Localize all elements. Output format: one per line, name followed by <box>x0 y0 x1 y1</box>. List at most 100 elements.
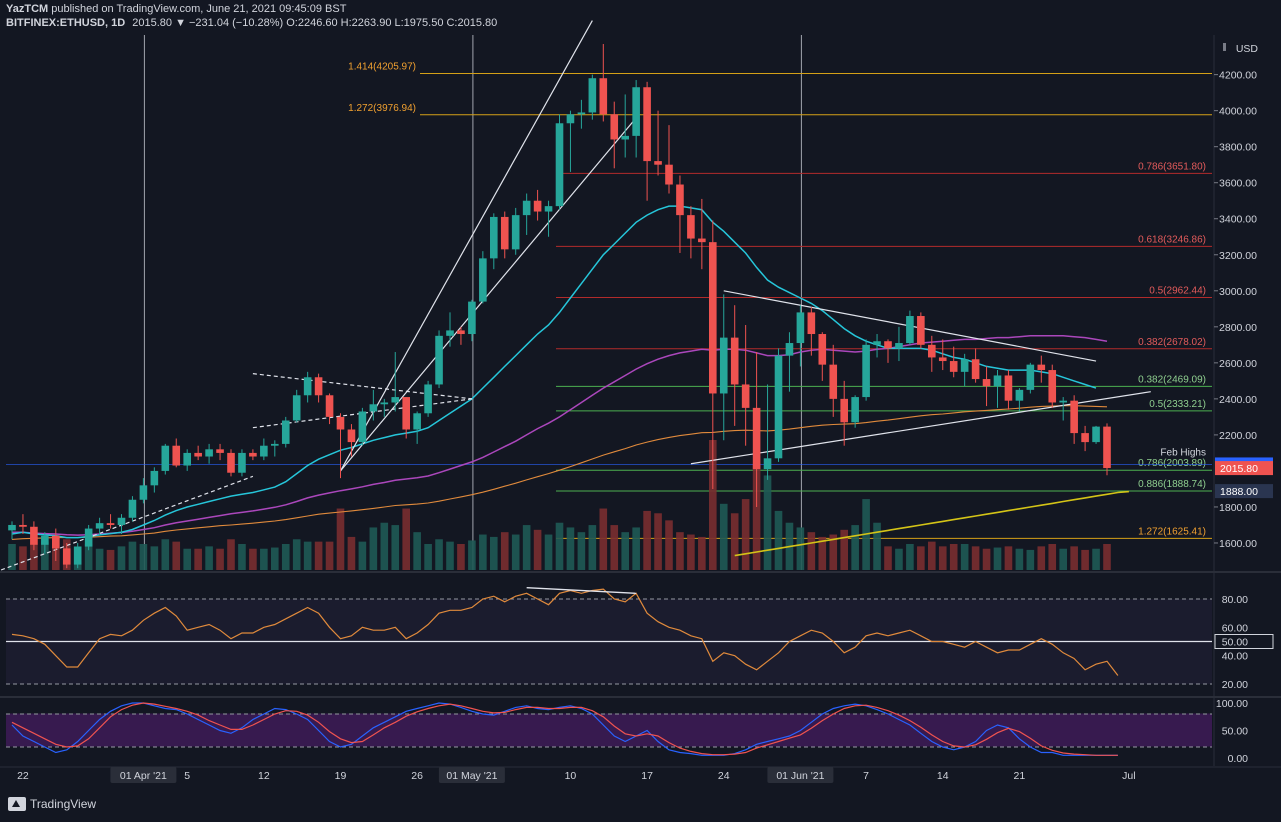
candle-body <box>30 526 38 545</box>
symbol-label[interactable]: BITFINEX:ETHUSD, 1D <box>6 17 126 29</box>
candle-body <box>654 161 662 165</box>
candle <box>807 307 816 356</box>
rsi-divergence-line <box>526 586 637 595</box>
ema200-line <box>734 490 1129 557</box>
candle <box>730 305 739 426</box>
candle-body <box>588 78 597 113</box>
stoch-d-line <box>11 702 1118 756</box>
candle <box>774 348 783 462</box>
candle <box>347 424 356 457</box>
candle <box>161 443 170 475</box>
volume-bar <box>500 532 509 570</box>
candle-body <box>347 429 356 443</box>
candle-body <box>895 343 903 349</box>
candle-body <box>1037 364 1046 371</box>
fib-level-label: 0.886(1888.74) <box>1138 479 1206 490</box>
candle-body <box>336 416 345 430</box>
trendline <box>0 475 254 571</box>
candle <box>52 528 60 561</box>
volume-bar <box>314 541 323 570</box>
volume-bar <box>949 544 958 570</box>
candle-body <box>621 135 629 140</box>
fib-level-label: 0.786(3651.80) <box>1138 161 1206 172</box>
candle-body <box>205 449 213 457</box>
candle <box>500 211 509 259</box>
candle <box>205 443 213 464</box>
x-axis-tick-label: 7 <box>863 770 869 782</box>
candle-body <box>358 411 367 443</box>
candle-body <box>446 330 454 336</box>
volume-bar <box>851 525 859 570</box>
scale-lock-icon <box>1223 43 1226 51</box>
candle-body <box>314 377 323 396</box>
candle <box>84 524 93 551</box>
candle <box>468 299 476 342</box>
candle-body <box>555 123 564 207</box>
candle-body <box>19 524 27 527</box>
candle <box>1070 395 1078 444</box>
candle-body <box>643 87 651 162</box>
candle <box>41 532 49 554</box>
candle-body <box>862 344 870 398</box>
candle-body <box>172 445 181 466</box>
y-axis-tick-label: 4000.00 <box>1219 106 1257 118</box>
volume-bar <box>1092 548 1100 570</box>
candle-body <box>500 216 509 250</box>
candle-body <box>1048 370 1057 403</box>
y-axis-tick-label: 3600.00 <box>1219 178 1257 190</box>
volume-bar <box>676 532 684 570</box>
candle-body <box>117 517 126 525</box>
volume-bar <box>982 548 991 570</box>
candle <box>960 353 969 387</box>
volume-bar <box>30 536 38 570</box>
y-axis-tick-label: 4200.00 <box>1219 70 1257 82</box>
volume-bar <box>238 544 246 570</box>
candle-body <box>468 301 476 335</box>
candle-body <box>249 452 257 457</box>
candle-body <box>424 384 432 414</box>
candle-body <box>741 384 750 408</box>
volume-bar <box>588 525 597 570</box>
volume-bar <box>873 522 881 570</box>
volume-bar <box>227 539 235 570</box>
candle-body <box>325 395 334 417</box>
volume-bar <box>139 544 148 570</box>
x-axis-tick-label: 24 <box>718 770 730 782</box>
volume-bar <box>194 548 202 570</box>
candle <box>1026 362 1035 394</box>
volume-bar <box>511 534 520 570</box>
volume-bar <box>599 508 608 570</box>
volume-bar <box>41 541 49 570</box>
candle <box>588 74 597 120</box>
volume-bar <box>402 508 410 570</box>
candle-body <box>763 458 772 470</box>
fib-level-label: 1.272(1625.41) <box>1138 526 1206 537</box>
candle <box>555 114 564 210</box>
candle <box>906 310 914 345</box>
candle-body <box>1070 400 1078 434</box>
candle <box>511 207 520 255</box>
author-name[interactable]: YazTCM <box>6 3 49 15</box>
footer-brand[interactable]: TradingView <box>8 797 96 811</box>
candle-body <box>511 215 520 250</box>
candle-body <box>303 377 312 396</box>
candle-body <box>730 337 739 385</box>
candle-body <box>281 420 290 444</box>
rsi-level-box <box>1214 634 1274 649</box>
trendline <box>252 373 472 400</box>
candle <box>183 449 191 471</box>
volume-bar <box>95 548 104 570</box>
candle-body <box>610 114 619 140</box>
volume-bar <box>807 532 816 570</box>
ohlc-readout: 2015.80 ▼ −231.04 (−10.28%) O:2246.60 H:… <box>132 17 498 29</box>
volume-bar <box>741 499 750 570</box>
candle <box>402 397 410 439</box>
candle <box>435 330 443 389</box>
candle <box>1004 370 1013 410</box>
candle <box>62 542 71 569</box>
fib-level-label: 0.5(2962.44) <box>1149 286 1206 297</box>
candle <box>577 99 586 129</box>
fib-level-label: 0.618(3246.86) <box>1138 234 1206 245</box>
candle <box>544 200 553 237</box>
